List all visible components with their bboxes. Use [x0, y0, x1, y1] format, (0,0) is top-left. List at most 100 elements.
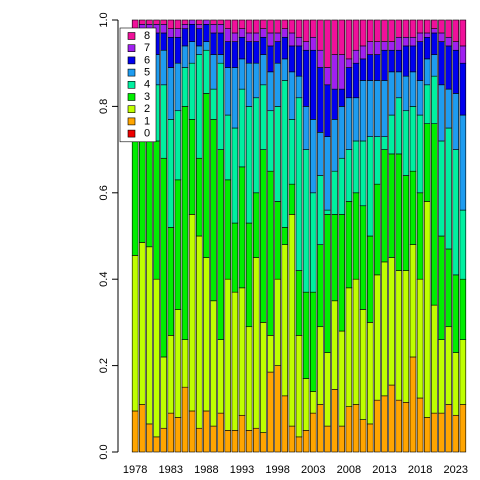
bar-segment	[338, 425, 346, 453]
bar-segment	[238, 58, 246, 90]
bar-segment	[274, 106, 281, 202]
legend-swatch	[127, 68, 136, 77]
bar-segment	[160, 84, 167, 159]
bar-segment	[181, 28, 189, 47]
bar-segment	[345, 149, 353, 202]
bar-segment	[252, 19, 260, 34]
bar-segment	[423, 201, 431, 418]
bar-segment	[238, 28, 246, 38]
bar-segment	[281, 227, 289, 245]
bar-segment	[317, 244, 324, 328]
bar-segment	[160, 356, 167, 429]
bar-segment	[452, 93, 459, 150]
legend-label: 0	[144, 128, 150, 140]
bar-segment	[174, 110, 182, 181]
bar-segment	[238, 414, 246, 453]
y-tick-label: 1.0	[98, 12, 110, 27]
bar-segment	[274, 201, 281, 280]
bar-segment	[459, 45, 467, 64]
bar-segment	[245, 19, 253, 34]
bar-segment	[295, 97, 303, 271]
bar-segment	[281, 244, 289, 397]
bar-segment	[409, 19, 417, 38]
bar-segment	[224, 28, 232, 42]
bar-segment	[295, 45, 303, 77]
bar-segment	[338, 106, 346, 159]
legend-swatch	[127, 117, 136, 126]
bar-segment	[252, 97, 260, 194]
bar-segment	[366, 19, 374, 42]
bar-segment	[245, 430, 253, 453]
bar-segment	[388, 49, 395, 73]
bar-segment	[160, 157, 167, 358]
legend-swatch	[127, 56, 136, 65]
bar-segment	[231, 127, 239, 224]
bar-segment	[459, 339, 467, 405]
bar-segment	[359, 45, 367, 60]
bar-segment	[302, 49, 310, 107]
bar-segment	[245, 62, 253, 107]
bar-segment	[402, 402, 410, 453]
bar-segment	[374, 80, 381, 137]
bar-segment	[366, 235, 374, 323]
bar-segment	[288, 45, 296, 73]
bar-segment	[203, 49, 210, 94]
bar-segment	[374, 183, 381, 276]
bar-segment	[317, 132, 324, 176]
bar-segment	[431, 412, 438, 453]
bar-segment	[252, 32, 260, 42]
bar-segment	[188, 410, 196, 453]
bar-segment	[423, 417, 431, 453]
y-tick-label: 0.6	[98, 185, 110, 200]
bar-segment	[267, 45, 274, 73]
bar-segment	[416, 397, 424, 453]
bar-segment	[238, 166, 246, 289]
bar-segment	[174, 62, 182, 112]
bar-segment	[395, 49, 402, 73]
bar-segment	[331, 54, 338, 90]
bar-segment	[203, 410, 210, 453]
bar-segment	[288, 214, 296, 427]
bar-segment	[366, 54, 374, 81]
bar-segment	[160, 32, 167, 51]
bar-segment	[153, 19, 160, 25]
bar-segment	[359, 140, 367, 207]
bar-segment	[217, 149, 224, 340]
bar-segment	[260, 149, 267, 323]
bar-segment	[374, 54, 381, 81]
bar-segment	[224, 114, 232, 181]
bar-segment	[317, 404, 324, 453]
bar-segment	[224, 278, 232, 431]
bar-segment	[431, 19, 438, 29]
bar-segment	[309, 49, 317, 120]
bar-segment	[131, 410, 139, 453]
bar-segment	[445, 36, 452, 47]
bar-segment	[167, 28, 175, 38]
bar-segment	[402, 175, 410, 271]
bar-segment	[188, 24, 196, 42]
bar-segment	[245, 222, 253, 328]
bar-segment	[431, 123, 438, 306]
bar-segment	[331, 19, 338, 55]
bar-segment	[338, 330, 346, 427]
legend-label: 8	[144, 30, 150, 42]
bar-segment	[423, 84, 431, 124]
bar-segment	[174, 36, 182, 64]
bar-segment	[139, 19, 146, 25]
bar-segment	[388, 257, 395, 386]
bar-segment	[317, 175, 324, 245]
bar-segment	[331, 119, 338, 172]
bar-segment	[338, 19, 346, 55]
bar-segment	[366, 423, 374, 453]
bar-segment	[231, 19, 239, 34]
bar-segment	[267, 110, 274, 172]
bar-segment	[395, 36, 402, 51]
bar-segment	[459, 278, 467, 340]
bar-segment	[423, 32, 431, 38]
bar-segment	[288, 32, 296, 47]
bar-segment	[217, 32, 224, 55]
bar-segment	[238, 36, 246, 60]
bar-segment	[260, 432, 267, 453]
bar-segment	[459, 209, 467, 280]
bar-segment	[352, 62, 360, 99]
